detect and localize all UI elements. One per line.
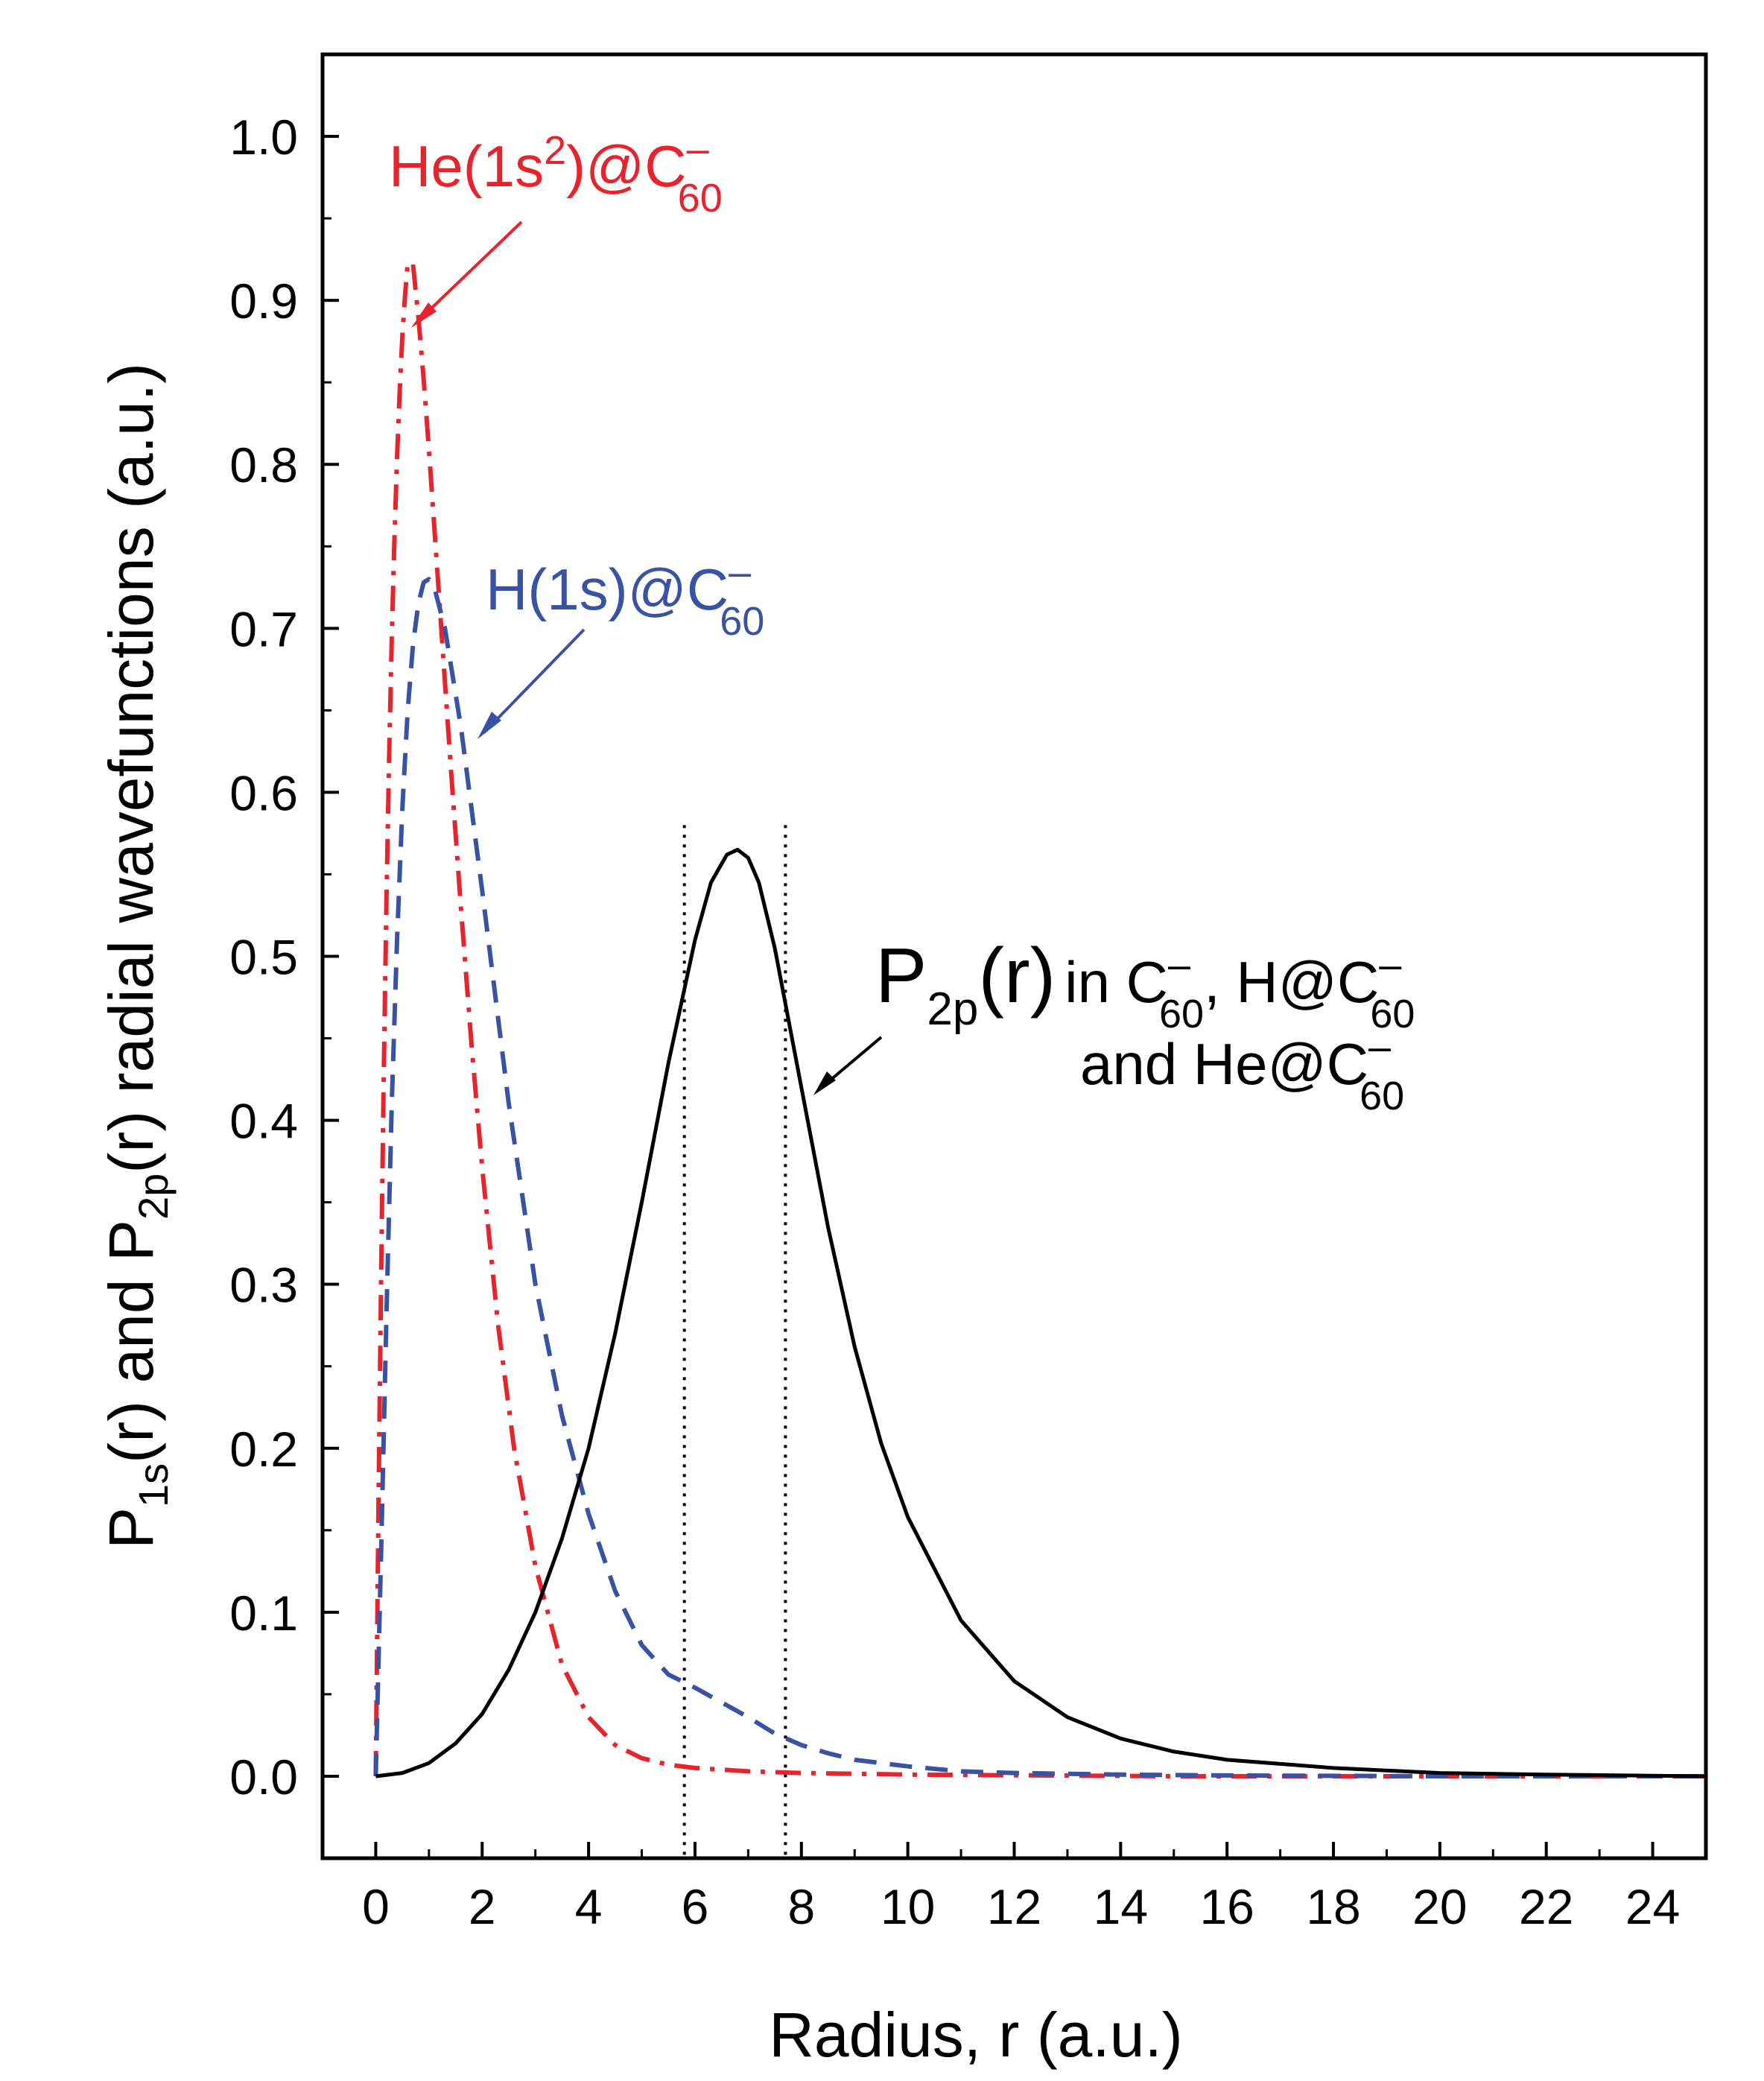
x-tick-label: 8: [787, 1879, 815, 1934]
y-tick-label: 1.0: [229, 110, 298, 165]
annotation-h: H(1s)@C– 60: [486, 550, 764, 644]
x-tick-label: 6: [682, 1879, 709, 1934]
arrowhead-h: [478, 712, 501, 739]
arrowhead-he: [411, 303, 437, 328]
x-tick-label: 2: [469, 1879, 496, 1934]
x-tick-label: 10: [881, 1879, 935, 1934]
y-tick-label: 0.2: [229, 1422, 298, 1477]
x-tick-label: 0: [362, 1879, 390, 1934]
y-tick-label: 0.4: [229, 1094, 298, 1149]
x-axis-title: Radius, r (a.u.): [769, 2000, 1183, 2070]
y-tick-label: 0.9: [229, 273, 298, 329]
x-tick-label: 12: [987, 1879, 1041, 1934]
arrow-he: [416, 221, 523, 323]
y-tick-label: 0.5: [229, 930, 298, 985]
x-tick-label: 16: [1199, 1879, 1254, 1934]
series-line: [373, 260, 1706, 1778]
series-line: [375, 847, 1707, 1778]
y-tick-label: 0.3: [229, 1258, 298, 1313]
y-tick-label: 0.7: [229, 601, 298, 656]
reference-lines: [682, 825, 787, 1858]
x-tick-label: 20: [1412, 1879, 1467, 1934]
series-group: [373, 260, 1707, 1778]
x-tick-label: 24: [1625, 1879, 1680, 1934]
series-line: [373, 577, 1706, 1778]
y-tick-label: 0.1: [229, 1586, 298, 1641]
x-tick-label: 22: [1519, 1879, 1573, 1934]
y-axis-ticks: 0.0 0.1 0.2 0.3 0.4 0.5 0.6 0.7 0.8 0.9 1.0: [229, 110, 339, 1805]
y-axis-title: P1s(r) and P2p(r) radial wavefunctions (…: [96, 363, 177, 1549]
annotation-p2p: P2p(r) in C– 60, H@C– 60: [875, 933, 1415, 1036]
arrow-h: [483, 628, 586, 734]
x-axis-ticks: 0 2 4 6 8 10 12 14 16 18 20 22 24: [362, 1842, 1680, 1934]
x-tick-label: 18: [1306, 1879, 1360, 1934]
x-tick-label: 4: [575, 1879, 603, 1934]
annotation-p2p-line2: and He@C– 60: [1080, 1024, 1404, 1118]
arrowhead-p2p: [813, 1071, 836, 1095]
y-tick-label: 0.0: [229, 1749, 298, 1805]
y-tick-label: 0.6: [229, 765, 298, 820]
x-tick-label: 14: [1094, 1879, 1148, 1934]
y-tick-label: 0.8: [229, 437, 298, 492]
annotation-he: He(1s2)@C– 60: [389, 127, 723, 221]
